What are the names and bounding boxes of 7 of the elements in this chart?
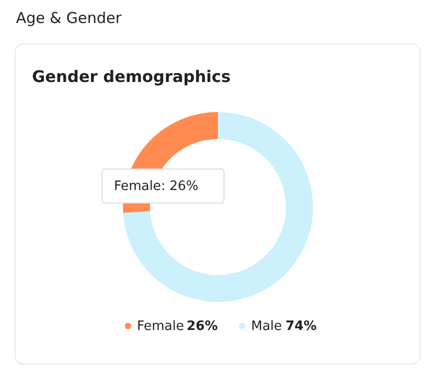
legend-label: Female [137, 319, 184, 334]
data-label: 74% [286, 319, 317, 334]
chart-title: Age & Gender [16, 9, 122, 27]
chart-subtitle: Gender demographics [32, 67, 231, 86]
text: Female: 26% [114, 179, 198, 194]
legend-label: Male [251, 319, 282, 334]
data-label: 26% [186, 319, 218, 334]
